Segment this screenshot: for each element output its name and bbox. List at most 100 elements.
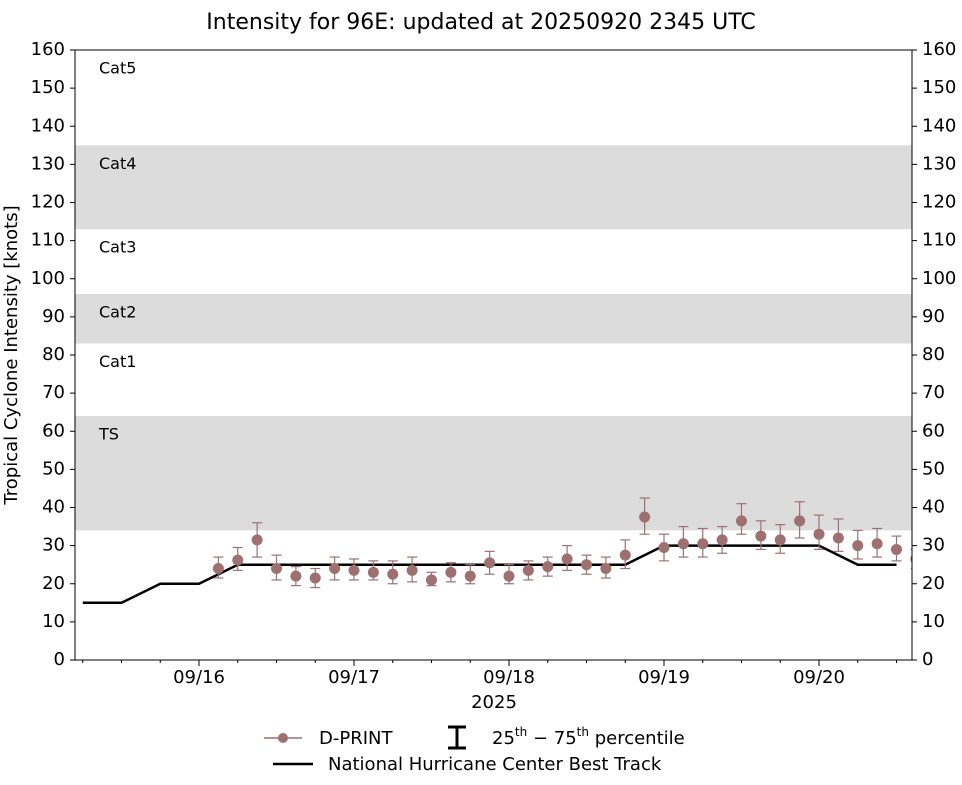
y-tick-label: 150: [31, 77, 65, 98]
data-point: [716, 534, 728, 546]
data-point: [619, 549, 631, 561]
band-label: Cat2: [99, 303, 136, 322]
y2-tick-label: 160: [922, 39, 956, 60]
y2-tick-label: 20: [922, 573, 945, 594]
data-point: [794, 515, 806, 527]
category-band: [75, 145, 912, 230]
plot-area: [82, 497, 912, 605]
band-label: Cat3: [99, 238, 136, 257]
data-point: [348, 564, 360, 576]
data-point: [774, 534, 786, 546]
y2-tick-label: 130: [922, 153, 956, 174]
data-point: [464, 570, 476, 582]
data-point: [309, 572, 321, 584]
data-point: [232, 554, 244, 566]
x-tick-label: 09/16: [173, 667, 225, 688]
legend-marker: [278, 733, 288, 743]
x-axis-label: 2025: [471, 692, 517, 713]
y-tick-label: 160: [31, 39, 65, 60]
y2-tick-label: 30: [922, 535, 945, 556]
data-point: [581, 559, 592, 571]
data-point: [639, 511, 651, 523]
y2-tick-label: 40: [922, 497, 945, 518]
y-tick-label: 0: [54, 649, 65, 670]
y-tick-label: 20: [42, 573, 65, 594]
y-axis-label: Tropical Cyclone Intensity [knots]: [1, 205, 22, 505]
data-point: [677, 538, 689, 550]
legend-label-part: − 75: [527, 728, 576, 749]
y-tick-label: 140: [31, 115, 65, 136]
legend-label: National Hurricane Center Best Track: [328, 754, 662, 775]
data-point: [290, 570, 302, 582]
data-point: [445, 566, 457, 578]
x-tick-label: 09/18: [483, 667, 535, 688]
data-point: [832, 532, 844, 544]
legend-label-part: percentile: [589, 728, 685, 749]
y-tick-label: 30: [42, 535, 65, 556]
data-point: [871, 538, 883, 550]
chart-title: Intensity for 96E: updated at 20250920 2…: [206, 10, 755, 35]
x-tick-label: 09/20: [793, 667, 845, 688]
data-point: [426, 574, 437, 586]
y-tick-label: 50: [42, 458, 65, 479]
legend-label-part: th: [515, 725, 527, 739]
data-point: [542, 561, 554, 573]
data-point: [813, 528, 825, 540]
data-point: [406, 564, 418, 576]
y2-tick-label: 100: [922, 268, 956, 289]
y2-tick-label: 50: [922, 458, 945, 479]
y-tick-label: 10: [42, 611, 65, 632]
band-label: TS: [98, 425, 119, 444]
category-band: [75, 294, 912, 344]
data-point: [522, 564, 534, 576]
y2-tick-label: 60: [922, 420, 945, 441]
axes: 0 0 10 10 20 20 30 30 40 40 50 50 60 60 70 70 80 80 90 90 10…: [31, 39, 957, 688]
data-point: [697, 538, 709, 550]
y2-tick-label: 10: [922, 611, 945, 632]
data-point: [891, 543, 902, 555]
y-tick-label: 90: [42, 306, 65, 327]
data-point: [251, 534, 263, 546]
y-tick-label: 130: [31, 153, 65, 174]
data-point: [271, 563, 282, 574]
y2-tick-label: 0: [922, 649, 933, 670]
x-tick-label: 09/17: [328, 667, 380, 688]
data-point: [212, 563, 224, 574]
y2-tick-label: 150: [922, 77, 956, 98]
legend-label-part: th: [577, 725, 589, 739]
y2-tick-label: 70: [922, 382, 945, 403]
data-point: [387, 568, 399, 580]
y-tick-label: 100: [31, 268, 65, 289]
y-tick-label: 40: [42, 497, 65, 518]
y2-tick-label: 120: [922, 192, 956, 213]
data-point: [503, 570, 515, 582]
data-point: [658, 542, 670, 554]
band-label: Cat4: [99, 154, 136, 173]
data-point: [736, 515, 747, 527]
data-point: [852, 540, 864, 552]
band-label: Cat1: [99, 352, 136, 371]
bands: TS Cat1 Cat2 Cat3 Cat4 Cat5: [75, 59, 912, 531]
data-point: [367, 566, 379, 578]
legend-label-part: 25: [492, 728, 515, 749]
legend-label: 25th − 75th percentile: [492, 725, 685, 750]
x-tick-label: 09/19: [638, 667, 690, 688]
y-tick-label: 60: [42, 420, 65, 441]
y-tick-label: 70: [42, 382, 65, 403]
plot-frame: [74, 49, 913, 661]
y2-tick-label: 80: [922, 344, 945, 365]
data-point: [484, 557, 496, 569]
category-band: [75, 416, 912, 531]
data-point: [561, 553, 573, 565]
y-tick-label: 80: [42, 344, 65, 365]
y2-tick-label: 110: [922, 230, 956, 251]
legend-label: D-PRINT: [319, 728, 393, 749]
y2-tick-label: 140: [922, 115, 956, 136]
data-point: [600, 563, 612, 574]
y2-tick-label: 90: [922, 306, 945, 327]
data-point: [329, 563, 341, 574]
data-point: [755, 530, 767, 542]
band-label: Cat5: [99, 59, 136, 78]
